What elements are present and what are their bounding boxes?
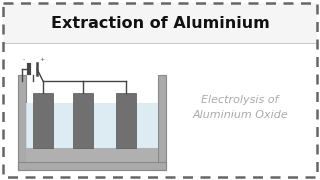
Bar bbox=[3, 3, 317, 43]
Text: Aluminium Oxide: Aluminium Oxide bbox=[192, 110, 288, 120]
Bar bbox=[26, 148, 158, 162]
Bar bbox=[73, 93, 93, 148]
Text: Extraction of Aluminium: Extraction of Aluminium bbox=[51, 15, 269, 30]
Text: +: + bbox=[39, 57, 44, 62]
Bar bbox=[18, 75, 26, 170]
Bar bbox=[18, 162, 166, 170]
Bar bbox=[26, 103, 158, 148]
Text: Electrolysis of: Electrolysis of bbox=[201, 95, 279, 105]
Bar bbox=[158, 75, 166, 170]
Bar bbox=[116, 93, 136, 148]
Text: -: - bbox=[23, 57, 25, 62]
Bar bbox=[33, 93, 53, 148]
